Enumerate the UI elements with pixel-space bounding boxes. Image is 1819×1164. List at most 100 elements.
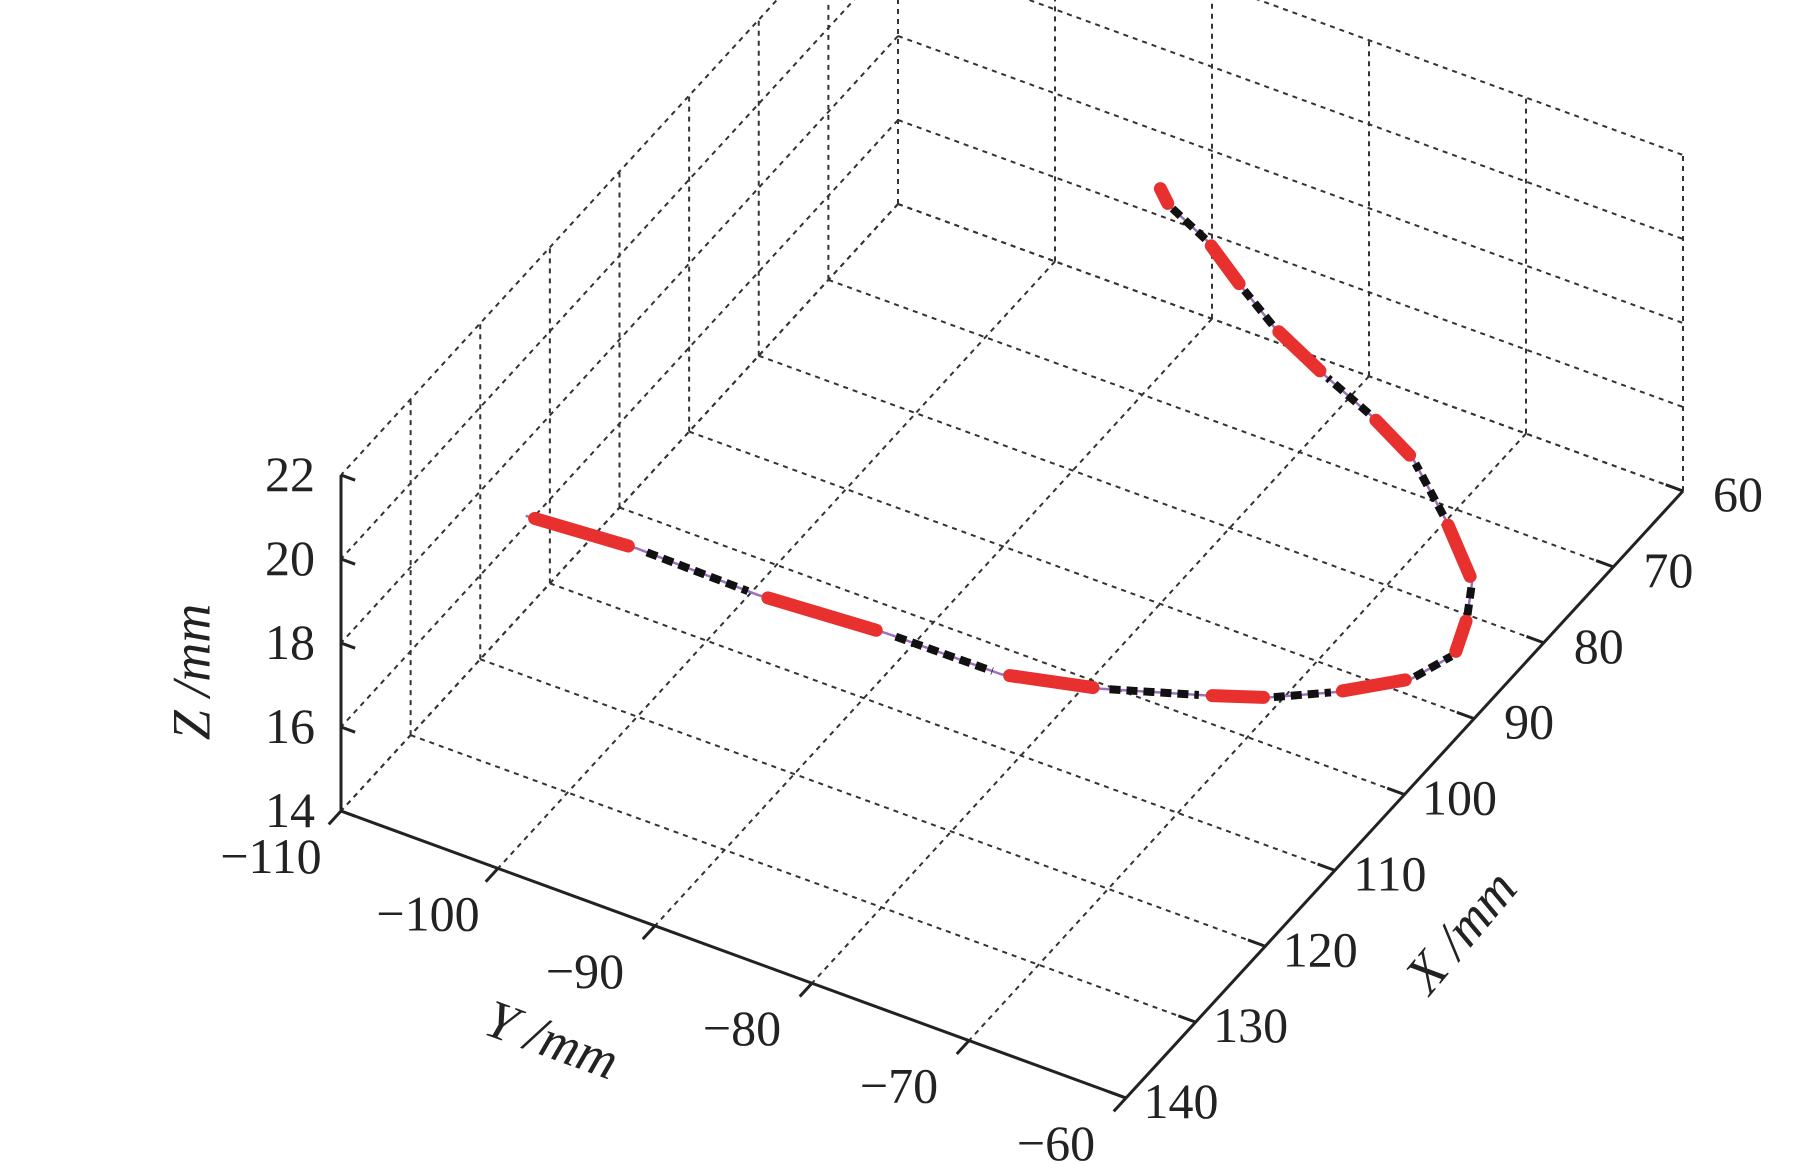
- data-series: [525, 182, 1477, 704]
- x-tick-mark: [1177, 1014, 1197, 1024]
- black-dash-segment: [1168, 204, 1209, 243]
- y-tick-label: −60: [1017, 1115, 1095, 1164]
- left-wall-grid-line: [340, 35, 899, 644]
- trajectory-segment: [1449, 614, 1473, 658]
- x-tick-label: 100: [1422, 770, 1497, 826]
- red-dash-segment: [1153, 182, 1175, 210]
- z-tick-mark: [340, 725, 356, 734]
- trajectory-segment: [1411, 461, 1447, 518]
- trajectory-segment: [1205, 689, 1271, 704]
- y-tick-label: −110: [220, 828, 321, 884]
- z-tick-label: 20: [265, 530, 315, 586]
- trajectory-segment: [1168, 204, 1209, 243]
- floor-grid-line: [811, 375, 1370, 984]
- black-dash-segment: [645, 548, 750, 595]
- x-tick-label: 70: [1643, 542, 1693, 598]
- axis-layer: [327, 473, 1685, 1113]
- z-tick-mark: [340, 557, 356, 566]
- x-tick-label: 120: [1283, 921, 1358, 977]
- left-wall-grid-line: [340, 0, 856, 560]
- x-tick-mark: [1386, 786, 1406, 796]
- y-tick-label: −70: [860, 1058, 938, 1114]
- trajectory-segment: [1273, 688, 1332, 702]
- red-dash-segment: [528, 511, 635, 553]
- red-dash-segment: [1369, 413, 1417, 462]
- black-dash-segment: [1463, 583, 1476, 616]
- trajectory-segment: [1003, 669, 1100, 695]
- y-tick-label: −100: [376, 885, 479, 941]
- x-tick-label: 110: [1353, 845, 1426, 901]
- x-tick-label: 60: [1713, 466, 1763, 522]
- z-tick-mark: [340, 473, 356, 482]
- trajectory-segment: [1325, 374, 1372, 417]
- trajectory-segment: [894, 632, 994, 675]
- z-tick-label: 18: [265, 614, 315, 670]
- left-wall-grid-line: [340, 0, 779, 476]
- trajectory-line: [525, 186, 1474, 699]
- x-tick-mark: [1456, 710, 1475, 721]
- trajectory-segment: [1109, 685, 1200, 699]
- red-dash-segment: [1449, 614, 1473, 658]
- trajectory-segment: [645, 548, 750, 595]
- black-dash-segment: [1109, 685, 1200, 699]
- floor-grid-line: [968, 432, 1527, 1042]
- y-tick-mark: [641, 924, 657, 941]
- y-axis-line: [340, 809, 1127, 1100]
- black-dash-segment: [1325, 374, 1372, 417]
- x-tick-label: 80: [1574, 618, 1624, 674]
- y-tick-mark: [327, 809, 343, 826]
- black-dash-segment: [1241, 287, 1276, 328]
- right-wall-grid-line: [897, 35, 1684, 324]
- floor-grid-line: [654, 318, 1213, 927]
- y-tick-mark: [798, 982, 814, 998]
- trajectory-segment: [528, 511, 635, 553]
- trajectory-segment: [1463, 583, 1476, 616]
- z-tick-label: 16: [265, 698, 315, 754]
- floor-grid-line: [497, 260, 1056, 870]
- z-tick-mark: [340, 641, 356, 650]
- x-tick-mark: [1317, 862, 1336, 872]
- y-tick-mark: [1112, 1096, 1128, 1113]
- x-tick-label: 90: [1504, 694, 1554, 750]
- red-dash-segment: [1003, 669, 1100, 695]
- trajectory-segment: [1204, 239, 1246, 291]
- x-tick-mark: [1108, 1090, 1127, 1100]
- right-wall-grid-line: [1256, 0, 1684, 156]
- right-wall-grid-line: [897, 119, 1684, 408]
- x-tick-label: 130: [1213, 997, 1288, 1053]
- z-axis-label: Z /mm: [161, 604, 221, 741]
- y-axis-label: Y /mm: [478, 988, 627, 1091]
- red-dash-segment: [1335, 673, 1412, 698]
- z-tick-label: 22: [265, 446, 315, 502]
- trajectory-segment: [1369, 413, 1417, 462]
- x-tick-mark: [1247, 938, 1266, 948]
- trajectory-segment: [1335, 673, 1412, 698]
- y-tick-mark: [955, 1039, 971, 1055]
- x-tick-mark: [1665, 483, 1684, 493]
- trajectory-segment: [1441, 518, 1477, 583]
- x-tick-mark: [1595, 559, 1614, 569]
- trajectory-segment: [1272, 325, 1327, 378]
- black-dash-segment: [894, 632, 994, 675]
- red-dash-segment: [1204, 239, 1246, 291]
- black-dash-segment: [1411, 461, 1447, 518]
- black-dash-segment: [1273, 688, 1332, 702]
- red-dash-segment: [1272, 325, 1327, 378]
- y-tick-label: −80: [703, 1000, 781, 1056]
- z-tick-mark: [340, 809, 356, 818]
- z-tick-label: 14: [265, 782, 315, 838]
- trajectory-segment: [1241, 287, 1276, 328]
- left-wall-grid-line: [340, 203, 899, 812]
- trajectory-segment: [1412, 652, 1454, 681]
- trajectory-segment: [1153, 182, 1175, 210]
- y-tick-mark: [484, 867, 500, 883]
- red-dash-segment: [1205, 689, 1271, 704]
- y-tick-label: −90: [546, 943, 624, 999]
- x-tick-label: 140: [1144, 1073, 1219, 1129]
- left-wall-grid-line: [340, 119, 899, 728]
- right-wall-grid-line: [1026, 0, 1684, 240]
- x-tick-mark: [1525, 635, 1545, 645]
- trajectory-segment: [761, 591, 883, 637]
